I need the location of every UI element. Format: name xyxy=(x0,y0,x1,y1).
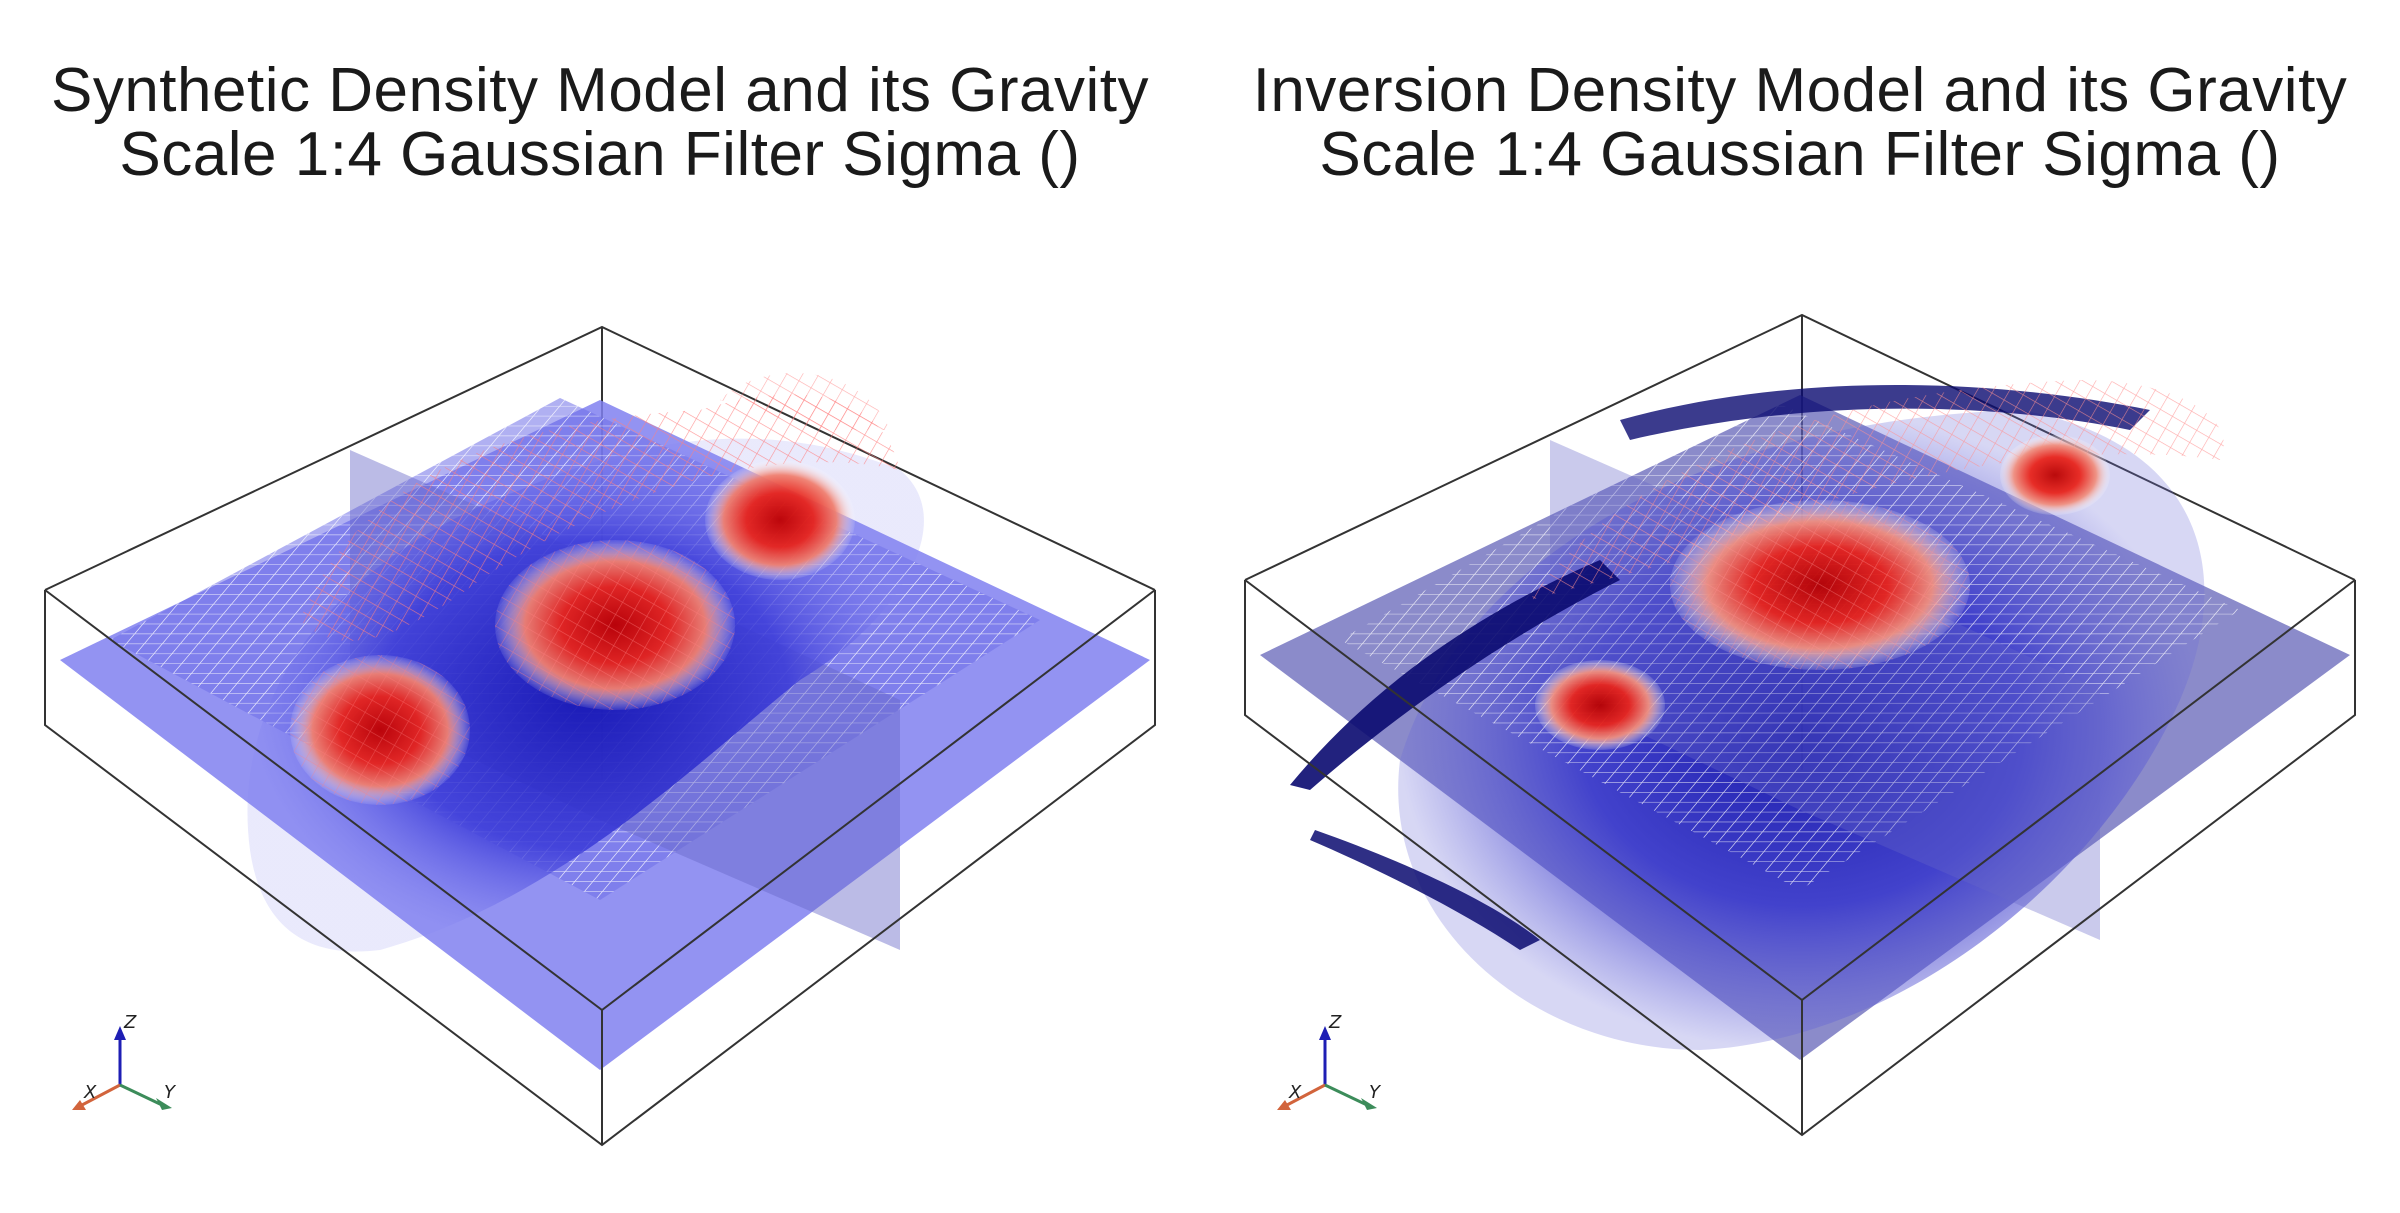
axis-z-label: Z xyxy=(123,1012,137,1033)
axis-z-label: Z xyxy=(1328,1012,1342,1033)
left-title-line1: Synthetic Density Model and its Gravity xyxy=(50,56,1150,125)
synthetic-3d-viewport[interactable]: Z X Y xyxy=(0,0,1200,1213)
axis-x-label: X xyxy=(83,1082,97,1103)
right-title-line1: Inversion Density Model and its Gravity xyxy=(1252,56,2348,125)
inversion-model-panel: Inversion Density Model and its Gravity … xyxy=(1200,0,2400,1213)
inversion-3d-viewport[interactable]: Z X Y xyxy=(1200,0,2400,1213)
orientation-axes-widget: Z X Y xyxy=(72,1012,177,1110)
positive-density-blob xyxy=(1535,660,1665,750)
positive-density-blob xyxy=(2000,435,2110,515)
axis-y-label: Y xyxy=(1369,1082,1382,1103)
left-title-line2: Scale 1:4 Gaussian Filter Sigma () xyxy=(119,120,1081,189)
negative-density-ribbon xyxy=(1290,560,1620,790)
axis-y-label: Y xyxy=(164,1082,177,1103)
orientation-axes-widget: Z X Y xyxy=(1277,1012,1382,1110)
synthetic-model-panel: Synthetic Density Model and its Gravity … xyxy=(0,0,1200,1213)
axis-x-label: X xyxy=(1288,1082,1302,1103)
right-title-line2: Scale 1:4 Gaussian Filter Sigma () xyxy=(1319,120,2281,189)
positive-density-blob xyxy=(705,460,855,580)
gravity-surface-mesh xyxy=(300,394,900,641)
